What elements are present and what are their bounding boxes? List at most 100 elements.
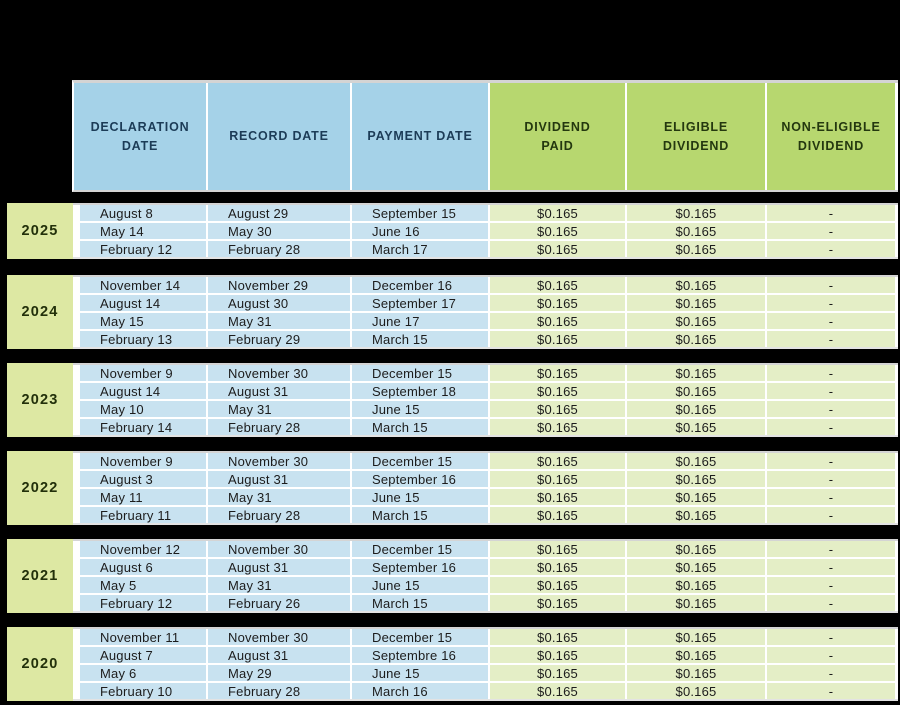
cell-non-eligible-dividend: - bbox=[767, 295, 895, 311]
cell-payment-date: June 15 bbox=[352, 489, 488, 505]
cell-payment-date: September 16 bbox=[352, 559, 488, 575]
cell-record-date: November 30 bbox=[208, 453, 350, 469]
cell-declaration-date: August 14 bbox=[80, 383, 206, 399]
header-cell-payment-date: PAYMENT DATE bbox=[352, 83, 488, 190]
cell-declaration-date: November 9 bbox=[80, 365, 206, 381]
cell-dividend-paid: $0.165 bbox=[490, 541, 625, 557]
cell-record-date: August 30 bbox=[208, 295, 350, 311]
cell-declaration-date: May 14 bbox=[80, 223, 206, 239]
cell-declaration-date: August 3 bbox=[80, 471, 206, 487]
cell-eligible-dividend: $0.165 bbox=[627, 365, 765, 381]
cell-payment-date: June 15 bbox=[352, 577, 488, 593]
cell-record-date: February 28 bbox=[208, 683, 350, 699]
cell-declaration-date: February 13 bbox=[80, 331, 206, 347]
cell-declaration-date: August 14 bbox=[80, 295, 206, 311]
cell-eligible-dividend: $0.165 bbox=[627, 331, 765, 347]
cell-dividend-paid: $0.165 bbox=[490, 313, 625, 329]
cell-eligible-dividend: $0.165 bbox=[627, 205, 765, 221]
header-cell-eligible-dividend: ELIGIBLE DIVIDEND bbox=[627, 83, 765, 190]
cell-declaration-date: August 6 bbox=[80, 559, 206, 575]
cell-eligible-dividend: $0.165 bbox=[627, 595, 765, 611]
cell-non-eligible-dividend: - bbox=[767, 453, 895, 469]
cell-declaration-date: November 12 bbox=[80, 541, 206, 557]
cell-payment-date: December 16 bbox=[352, 277, 488, 293]
header-cell-non-eligible-dividend: NON-ELIGIBLE DIVIDEND bbox=[767, 83, 895, 190]
year-label: 2024 bbox=[7, 275, 73, 349]
cell-eligible-dividend: $0.165 bbox=[627, 401, 765, 417]
cell-eligible-dividend: $0.165 bbox=[627, 295, 765, 311]
cell-declaration-date: February 10 bbox=[80, 683, 206, 699]
cell-dividend-paid: $0.165 bbox=[490, 277, 625, 293]
cell-payment-date: March 15 bbox=[352, 331, 488, 347]
cell-payment-date: Septembre 16 bbox=[352, 647, 488, 663]
cell-declaration-date: November 9 bbox=[80, 453, 206, 469]
cell-non-eligible-dividend: - bbox=[767, 401, 895, 417]
cell-record-date: November 30 bbox=[208, 541, 350, 557]
cell-record-date: August 31 bbox=[208, 559, 350, 575]
cell-declaration-date: November 14 bbox=[80, 277, 206, 293]
cell-dividend-paid: $0.165 bbox=[490, 295, 625, 311]
cell-dividend-paid: $0.165 bbox=[490, 665, 625, 681]
cell-record-date: May 29 bbox=[208, 665, 350, 681]
cell-record-date: February 28 bbox=[208, 507, 350, 523]
cell-declaration-date: May 5 bbox=[80, 577, 206, 593]
cell-dividend-paid: $0.165 bbox=[490, 223, 625, 239]
cell-eligible-dividend: $0.165 bbox=[627, 577, 765, 593]
cell-payment-date: March 15 bbox=[352, 419, 488, 435]
cell-record-date: May 30 bbox=[208, 223, 350, 239]
cell-non-eligible-dividend: - bbox=[767, 507, 895, 523]
cell-non-eligible-dividend: - bbox=[767, 559, 895, 575]
cell-eligible-dividend: $0.165 bbox=[627, 419, 765, 435]
cell-non-eligible-dividend: - bbox=[767, 595, 895, 611]
header-cell-declaration-date: DECLARATION DATE bbox=[74, 83, 206, 190]
cell-payment-date: December 15 bbox=[352, 453, 488, 469]
year-group-2020: 2020 November 11 November 30 December 15 $0.… bbox=[7, 627, 898, 701]
cell-eligible-dividend: $0.165 bbox=[627, 559, 765, 575]
cell-non-eligible-dividend: - bbox=[767, 419, 895, 435]
cell-eligible-dividend: $0.165 bbox=[627, 383, 765, 399]
cell-eligible-dividend: $0.165 bbox=[627, 541, 765, 557]
cell-eligible-dividend: $0.165 bbox=[627, 241, 765, 257]
cell-eligible-dividend: $0.165 bbox=[627, 471, 765, 487]
cell-eligible-dividend: $0.165 bbox=[627, 629, 765, 645]
cell-non-eligible-dividend: - bbox=[767, 313, 895, 329]
cell-record-date: February 28 bbox=[208, 419, 350, 435]
cell-non-eligible-dividend: - bbox=[767, 383, 895, 399]
cell-payment-date: December 15 bbox=[352, 541, 488, 557]
cell-payment-date: September 17 bbox=[352, 295, 488, 311]
cell-payment-date: June 15 bbox=[352, 401, 488, 417]
cell-dividend-paid: $0.165 bbox=[490, 419, 625, 435]
cell-dividend-paid: $0.165 bbox=[490, 401, 625, 417]
year-label: 2025 bbox=[7, 203, 73, 259]
cell-payment-date: March 15 bbox=[352, 507, 488, 523]
cell-non-eligible-dividend: - bbox=[767, 223, 895, 239]
cell-payment-date: March 16 bbox=[352, 683, 488, 699]
cell-eligible-dividend: $0.165 bbox=[627, 223, 765, 239]
header-cell-record-date: RECORD DATE bbox=[208, 83, 350, 190]
cell-dividend-paid: $0.165 bbox=[490, 331, 625, 347]
cell-dividend-paid: $0.165 bbox=[490, 647, 625, 663]
cell-dividend-paid: $0.165 bbox=[490, 683, 625, 699]
cell-dividend-paid: $0.165 bbox=[490, 577, 625, 593]
cell-declaration-date: August 7 bbox=[80, 647, 206, 663]
cell-record-date: November 30 bbox=[208, 629, 350, 645]
cell-eligible-dividend: $0.165 bbox=[627, 453, 765, 469]
year-label: 2020 bbox=[7, 627, 73, 701]
year-group-2021: 2021 November 12 November 30 December 15 $0.… bbox=[7, 539, 898, 613]
cell-non-eligible-dividend: - bbox=[767, 365, 895, 381]
dividend-rows: November 9 November 30 December 15 $0.165 $0… bbox=[73, 451, 898, 525]
cell-record-date: August 31 bbox=[208, 471, 350, 487]
cell-payment-date: September 15 bbox=[352, 205, 488, 221]
cell-payment-date: September 18 bbox=[352, 383, 488, 399]
cell-non-eligible-dividend: - bbox=[767, 647, 895, 663]
year-group-2022: 2022 November 9 November 30 December 15 $0.1… bbox=[7, 451, 898, 525]
cell-dividend-paid: $0.165 bbox=[490, 453, 625, 469]
cell-eligible-dividend: $0.165 bbox=[627, 665, 765, 681]
cell-dividend-paid: $0.165 bbox=[490, 205, 625, 221]
dividend-rows: November 12 November 30 December 15 $0.165 $… bbox=[73, 539, 898, 613]
cell-record-date: February 29 bbox=[208, 331, 350, 347]
cell-payment-date: March 17 bbox=[352, 241, 488, 257]
cell-non-eligible-dividend: - bbox=[767, 331, 895, 347]
year-label: 2021 bbox=[7, 539, 73, 613]
cell-non-eligible-dividend: - bbox=[767, 665, 895, 681]
